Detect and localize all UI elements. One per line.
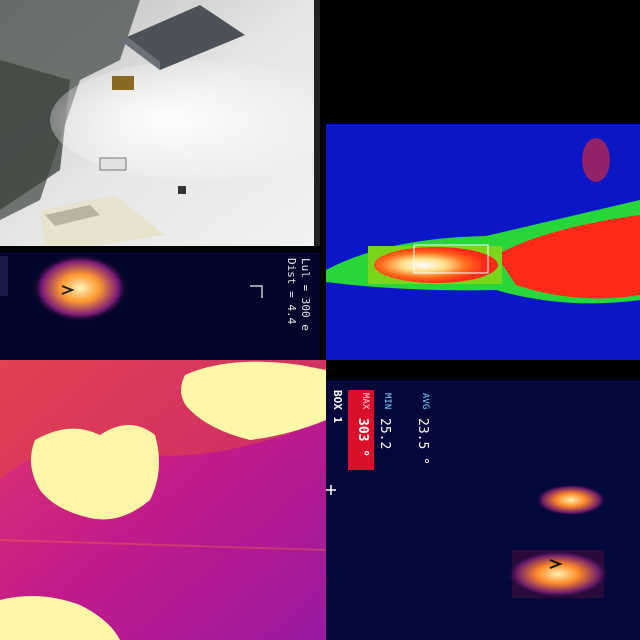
hot-spot-large [506, 550, 610, 598]
avg-label: AVG [420, 393, 430, 409]
hot-spot-small [535, 484, 607, 516]
aerial-scene [0, 0, 320, 246]
max-label: MAX [360, 393, 370, 409]
thermal-small-image [0, 252, 320, 360]
min-label: MIN [382, 393, 392, 409]
aerial-visible-view [0, 0, 320, 246]
thermal-small-view: Dist = 4.4 Lul = 300 e [0, 252, 320, 360]
ironbow-thermal-image [0, 360, 326, 640]
box-label: BOX 1 [331, 390, 344, 423]
avg-value: 23.5 ° [415, 418, 430, 465]
thermal-box-view: BOX 1 MAX 303 ° MIN 25.2 AVG 23.5 ° [326, 360, 640, 640]
rainbow-thermal-image [326, 0, 640, 360]
thermal-overlay-line1: Dist = 4.4 [285, 258, 298, 324]
fire-core [374, 247, 498, 283]
max-value: 303 ° [355, 418, 370, 457]
thermal-overlay-line2: Lul = 300 e [299, 258, 312, 331]
thermal-rainbow-plume [326, 0, 640, 360]
small-structure [100, 158, 126, 170]
thermal-ironbow-ground [0, 360, 326, 640]
min-value: 25.2 [377, 418, 392, 449]
hot-spot [32, 254, 128, 322]
vehicle [112, 76, 134, 90]
